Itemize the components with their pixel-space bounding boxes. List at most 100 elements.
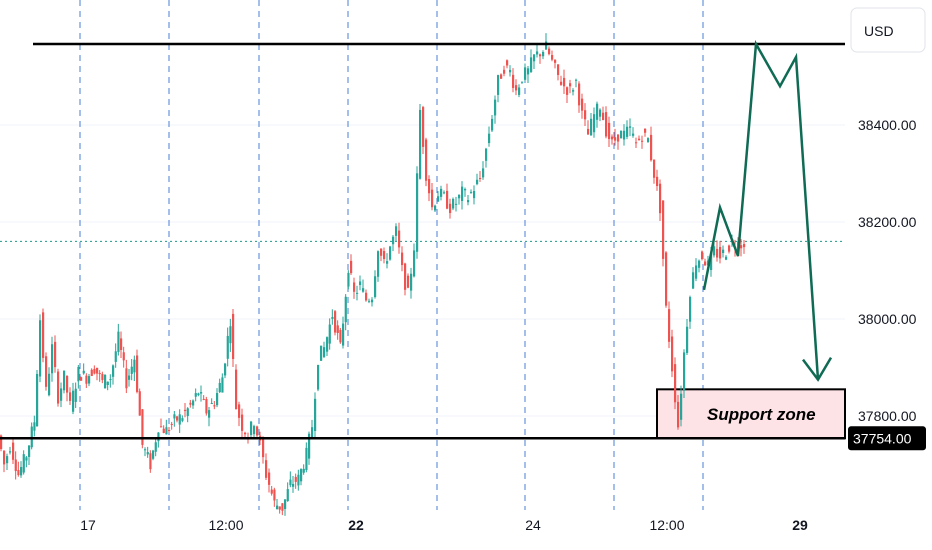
candle (395, 223, 398, 242)
candle (244, 431, 247, 438)
candle (112, 364, 115, 385)
candle (152, 449, 155, 461)
candle (725, 255, 728, 261)
candle (184, 402, 187, 418)
candle (25, 455, 28, 468)
candle (413, 243, 416, 278)
candle (265, 453, 268, 481)
candle (470, 189, 473, 194)
candle (114, 343, 117, 368)
candle (554, 59, 557, 69)
candle (192, 399, 195, 409)
currency-box[interactable] (850, 7, 926, 53)
candle (503, 65, 506, 77)
candle (548, 46, 551, 56)
candle (69, 387, 72, 405)
candle (689, 295, 692, 329)
candle (0, 434, 3, 452)
candle (88, 374, 91, 387)
candle (149, 450, 152, 473)
candle (28, 444, 31, 466)
candle (186, 407, 189, 423)
candle (482, 161, 485, 180)
candle (72, 382, 75, 415)
candle (437, 191, 440, 202)
candle (563, 69, 566, 94)
candle (638, 135, 641, 141)
candle (641, 135, 644, 149)
candle (216, 388, 219, 408)
candle (683, 349, 686, 398)
candle (419, 104, 422, 180)
candle (170, 421, 173, 430)
x-tick-label: 17 (80, 517, 96, 533)
candle (722, 245, 725, 258)
candle (686, 318, 689, 356)
candle (229, 318, 232, 352)
candle (300, 468, 303, 486)
candle (326, 336, 329, 357)
candle (533, 54, 536, 70)
candle (422, 105, 425, 155)
candle (434, 204, 437, 213)
candle (590, 113, 593, 136)
candle (476, 173, 479, 186)
candle (446, 183, 449, 210)
candle (210, 398, 213, 405)
candle (542, 50, 545, 60)
candle (569, 79, 572, 94)
candle (392, 235, 395, 252)
candle (284, 499, 287, 516)
candle (334, 310, 337, 336)
candle (443, 190, 446, 195)
candle (281, 503, 284, 516)
candle (276, 498, 279, 510)
candle (125, 359, 128, 394)
candle (302, 464, 305, 475)
candle (289, 471, 292, 488)
candle (371, 297, 374, 307)
candle (194, 388, 197, 402)
candle (575, 78, 578, 88)
session-separators (79, 0, 704, 510)
candle (719, 240, 722, 264)
candle (45, 352, 48, 391)
candle (14, 451, 17, 480)
candle (494, 95, 497, 124)
candle (401, 246, 404, 272)
candle (297, 469, 300, 491)
candle (488, 126, 491, 147)
candle (205, 396, 208, 416)
candle (428, 175, 431, 202)
candle (77, 364, 80, 389)
candle (30, 422, 33, 450)
candle (716, 240, 719, 262)
candle (20, 461, 23, 478)
candle (485, 147, 488, 168)
candle (197, 392, 200, 397)
candle (671, 329, 674, 378)
candle (331, 309, 334, 325)
candle (416, 166, 419, 259)
candle (200, 385, 203, 402)
candle (611, 134, 614, 145)
candle (93, 365, 96, 375)
candle (336, 320, 339, 340)
candle (286, 482, 289, 502)
candle (253, 424, 256, 438)
projection-path (702, 39, 820, 380)
candle (461, 181, 464, 210)
candle (39, 314, 42, 383)
candle (133, 355, 136, 382)
candle (464, 187, 467, 197)
candle (344, 294, 347, 331)
candles (0, 33, 746, 516)
candle (146, 446, 149, 458)
candle (479, 171, 482, 182)
candle (17, 461, 20, 477)
candle (63, 370, 66, 394)
candle (410, 267, 413, 299)
candle (431, 183, 434, 211)
candle (557, 64, 560, 81)
